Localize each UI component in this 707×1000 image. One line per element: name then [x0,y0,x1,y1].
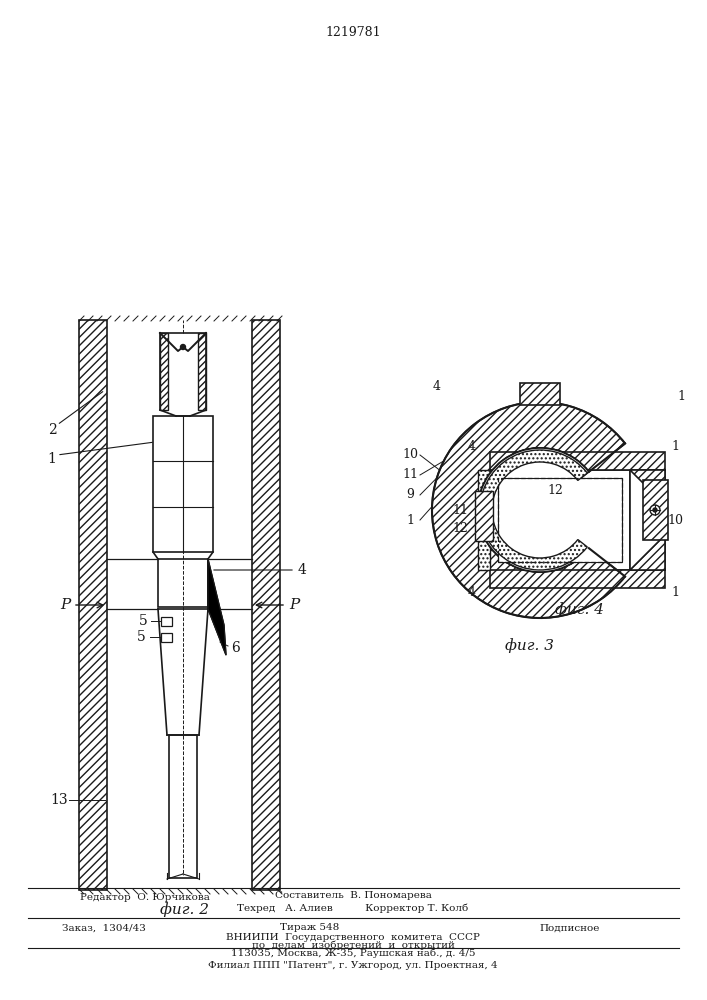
Text: 1: 1 [406,514,414,526]
Text: 11: 11 [452,504,468,516]
Text: Подписное: Подписное [540,924,600,932]
Wedge shape [578,551,620,595]
Wedge shape [518,571,538,618]
Text: 1: 1 [47,452,57,466]
Text: фиг. 3: фиг. 3 [506,639,554,653]
Wedge shape [525,402,544,449]
Bar [643,480,668,540]
Wedge shape [445,539,491,576]
Wedge shape [432,402,625,618]
Text: Составитель  В. Пономарева: Составитель В. Пономарева [274,890,431,900]
Bar [498,478,622,562]
Text: Заказ,  1304/43: Заказ, 1304/43 [62,924,146,932]
Wedge shape [440,453,487,487]
Wedge shape [455,548,498,590]
Text: Филиал ППП "Патент", г. Ужгород, ул. Проектная, 4: Филиал ППП "Патент", г. Ужгород, ул. Про… [208,960,498,970]
Wedge shape [460,425,502,469]
Wedge shape [474,415,511,461]
Bar [198,333,206,410]
Wedge shape [434,470,482,497]
Bar [161,633,172,642]
Text: Техред   А. Алиев          Корректор Т. Колб: Техред А. Алиев Корректор Т. Колб [238,903,469,913]
Text: 12: 12 [547,484,563,496]
Bar [498,478,622,562]
Circle shape [653,508,657,512]
Text: ВНИИПИ  Государственного  комитета  СССР: ВНИИПИ Государственного комитета СССР [226,932,480,942]
Text: 1: 1 [671,440,679,454]
Wedge shape [489,407,521,455]
Text: Редактор  О. Юрчикова: Редактор О. Юрчикова [80,894,210,902]
Wedge shape [432,488,479,508]
Text: 10: 10 [402,448,418,462]
Text: 1: 1 [671,586,679,599]
Wedge shape [549,569,573,617]
Bar [630,470,665,570]
Text: 4: 4 [298,563,306,577]
Wedge shape [507,403,532,451]
Bar [169,735,197,878]
Bar [490,570,665,588]
Text: P: P [60,598,70,612]
Wedge shape [536,571,555,618]
Text: Тираж 548: Тираж 548 [281,924,339,932]
Wedge shape [559,565,591,613]
Text: по  делам  изобретений  и  открытий: по делам изобретений и открытий [252,940,455,950]
Text: 1219781: 1219781 [325,26,381,39]
Bar [160,333,168,410]
Polygon shape [630,470,665,505]
Polygon shape [630,535,665,570]
Wedge shape [432,506,479,525]
Bar [475,491,493,541]
Wedge shape [581,430,625,472]
Bar [520,383,560,405]
Wedge shape [433,519,481,543]
Wedge shape [468,556,507,602]
Wedge shape [483,563,517,610]
Wedge shape [542,402,563,449]
Bar [490,470,630,570]
Bar [161,617,172,626]
Text: 4: 4 [433,380,441,393]
Text: 113035, Москва, Ж-35, Раушская наб., д. 4/5: 113035, Москва, Ж-35, Раушская наб., д. … [230,948,475,958]
Bar [158,559,208,607]
Wedge shape [553,404,580,453]
Bar [79,320,107,890]
Text: фиг. 4: фиг. 4 [556,603,604,617]
Text: 13: 13 [50,793,68,807]
Text: 1: 1 [677,390,685,403]
Bar [478,470,490,570]
Wedge shape [500,567,527,616]
Wedge shape [478,448,589,572]
Text: 4: 4 [468,440,476,454]
Wedge shape [569,559,607,605]
Text: 2: 2 [47,423,57,437]
Polygon shape [208,559,226,655]
Text: P: P [289,598,299,612]
Wedge shape [480,450,588,570]
Text: 5: 5 [139,614,147,628]
Circle shape [180,344,185,350]
Wedge shape [438,529,485,561]
Text: 12: 12 [452,522,468,534]
Text: 5: 5 [136,630,146,644]
Circle shape [650,505,660,515]
Text: 9: 9 [406,488,414,502]
Bar [252,320,280,890]
Wedge shape [573,418,612,464]
Bar [153,416,213,552]
Text: фиг. 2: фиг. 2 [160,903,209,917]
Wedge shape [563,410,597,457]
Wedge shape [586,548,625,582]
Text: 4: 4 [468,586,476,599]
Bar [490,452,665,470]
Wedge shape [448,438,494,477]
Text: 10: 10 [667,514,683,526]
Text: 11: 11 [402,468,418,482]
Text: 6: 6 [232,641,240,655]
